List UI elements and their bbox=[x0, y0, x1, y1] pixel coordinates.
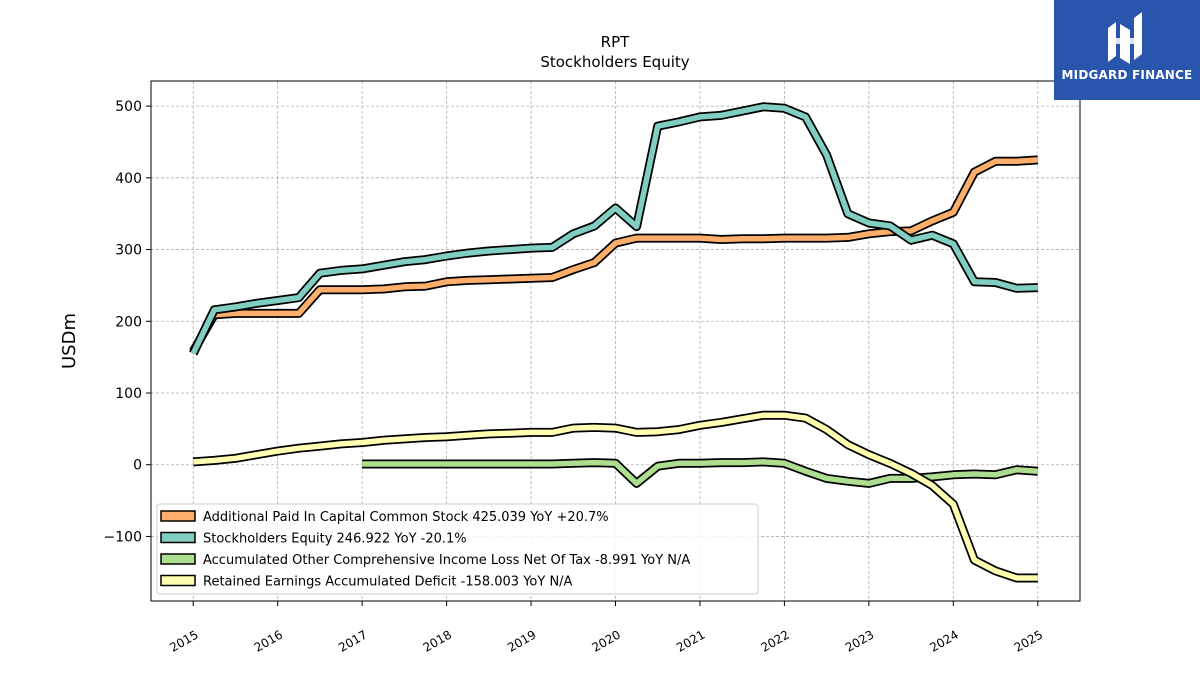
x-tick-label: 2025 bbox=[1012, 627, 1045, 654]
x-tick-label: 2021 bbox=[674, 627, 707, 654]
chart-subtitle: Stockholders Equity bbox=[540, 53, 690, 71]
brand-name: MIDGARD FINANCE bbox=[1061, 68, 1193, 82]
x-tick-label: 2019 bbox=[505, 627, 538, 654]
x-tick-label: 2018 bbox=[421, 627, 454, 654]
x-tick-label: 2017 bbox=[336, 627, 369, 654]
brand-logo: MIDGARD FINANCE bbox=[1054, 0, 1200, 100]
legend-swatch bbox=[160, 574, 196, 587]
x-tick-label: 2024 bbox=[927, 627, 960, 654]
y-tick-label: 100 bbox=[115, 386, 142, 402]
series-line-3 bbox=[193, 412, 1038, 581]
legend: Additional Paid In Capital Common Stock … bbox=[156, 503, 759, 595]
x-tick-label: 2015 bbox=[167, 627, 200, 654]
y-tick-label: 500 bbox=[115, 99, 142, 115]
x-tick-label: 2023 bbox=[843, 627, 876, 654]
y-tick-label: 200 bbox=[115, 314, 142, 330]
legend-label: Stockholders Equity 246.922 YoY -20.1% bbox=[203, 532, 467, 547]
x-tick-label: 2020 bbox=[590, 627, 623, 654]
y-tick-label: 300 bbox=[115, 243, 142, 259]
legend-box bbox=[156, 503, 759, 595]
y-tick-label: 0 bbox=[133, 458, 142, 474]
legend-swatch bbox=[160, 553, 196, 565]
legend-label: Accumulated Other Comprehensive Income L… bbox=[203, 553, 690, 568]
legend-label: Additional Paid In Capital Common Stock … bbox=[203, 510, 609, 525]
y-tick-label: −100 bbox=[104, 529, 142, 545]
legend-swatch bbox=[160, 510, 196, 522]
x-tick-label: 2016 bbox=[252, 627, 285, 654]
series-line-1 bbox=[190, 104, 1038, 355]
y-axis-label: USDm bbox=[59, 313, 80, 369]
legend-swatch bbox=[160, 531, 196, 544]
chart-title: RPT bbox=[600, 33, 630, 51]
y-tick-label: 400 bbox=[115, 171, 142, 187]
midgard-monogram-icon bbox=[1108, 12, 1142, 64]
legend-label: Retained Earnings Accumulated Deficit -1… bbox=[203, 575, 573, 590]
x-tick-label: 2022 bbox=[758, 627, 791, 654]
